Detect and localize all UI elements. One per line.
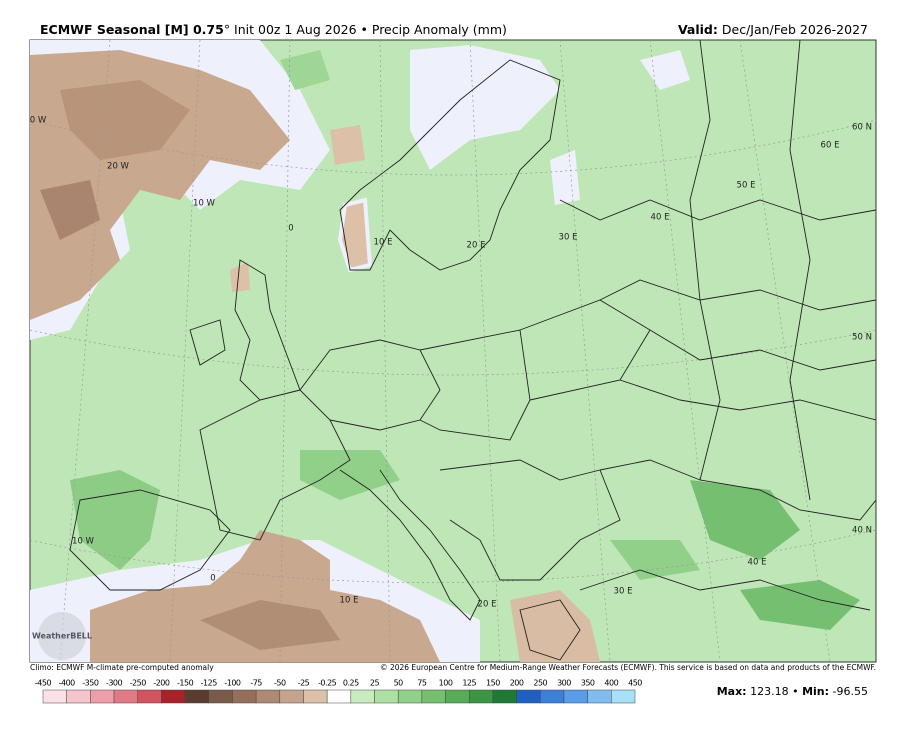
colorbar-bin xyxy=(326,689,352,704)
colorbar-label: 350 xyxy=(581,679,595,688)
grid-label: 30 E xyxy=(614,587,633,597)
colorbar-bin xyxy=(421,689,446,704)
colorbar-label: -400 xyxy=(59,679,76,688)
stats: Max: 123.18 • Min: -96.55 xyxy=(717,685,868,698)
colorbar-label: -250 xyxy=(130,679,147,688)
colorbar-bin xyxy=(90,689,115,704)
colorbar-label: 50 xyxy=(394,679,404,688)
colorbar-label: 450 xyxy=(628,679,642,688)
colorbar-label: -450 xyxy=(35,679,52,688)
colorbar-bin xyxy=(184,689,210,704)
colorbar-label: -100 xyxy=(224,679,241,688)
map: 0 W 20 W 10 W 0 10 E 20 E 30 E 40 E 50 E 60 E 60 N… xyxy=(29,39,877,663)
grid-label: 10 E xyxy=(340,596,359,606)
grid-label: 40 E xyxy=(651,213,670,223)
title-rest: ° Init 00z 1 Aug 2026 • Precip Anomaly (… xyxy=(224,22,507,37)
colorbar-bin xyxy=(516,689,541,704)
colorbar-bin xyxy=(255,689,281,704)
logo: WeatherBELL xyxy=(32,612,92,660)
colorbar-bin xyxy=(563,689,588,704)
colorbar-label: -300 xyxy=(106,679,123,688)
grid-label: 10 E xyxy=(374,238,393,248)
climo-note: Climo: ECMWF M-climate pre-computed anom… xyxy=(30,663,214,672)
colorbar-bin xyxy=(208,689,233,704)
grid-label: 40 N xyxy=(852,526,872,536)
grid-label: 0 W xyxy=(30,116,47,126)
colorbar-label: 400 xyxy=(604,679,618,688)
copyright: © 2026 European Centre for Medium-Range … xyxy=(380,663,876,672)
colorbar-label: -200 xyxy=(153,679,170,688)
min-value: -96.55 xyxy=(833,685,868,698)
valid-value: Dec/Jan/Feb 2026-2027 xyxy=(722,22,868,37)
colorbar-label: 125 xyxy=(462,679,476,688)
grid-label: 40 E xyxy=(748,558,767,568)
colorbar-label: -50 xyxy=(274,679,286,688)
borders xyxy=(69,40,876,661)
grid-labels: 0 W 20 W 10 W 0 10 E 20 E 30 E 40 E 50 E 60 E 60 N… xyxy=(30,116,872,610)
colorbar-bin xyxy=(397,689,423,704)
colorbar-label: 25 xyxy=(370,679,380,688)
title-model: ECMWF Seasonal [M] 0.75 xyxy=(40,22,224,37)
colorbar-label: -75 xyxy=(250,679,262,688)
valid-label: Valid: xyxy=(678,22,718,37)
colorbar-bin xyxy=(137,689,162,704)
colorbar-bin xyxy=(350,689,375,704)
grid-label: 60 N xyxy=(852,123,872,133)
max-value: 123.18 xyxy=(750,685,789,698)
grid-label: 60 E xyxy=(821,141,840,151)
colorbar-bin xyxy=(587,689,612,704)
colorbar: -450 -400 -350 -300 -250 -200 -150 -125 -100 -75 -… xyxy=(35,679,643,704)
colorbar-label: -25 xyxy=(298,679,310,688)
grid-label: 20 E xyxy=(478,600,497,610)
colorbar-label: 100 xyxy=(439,679,453,688)
colorbar-bin xyxy=(374,689,399,704)
colorbar-label: -0.25 xyxy=(318,679,337,688)
colorbar-bin xyxy=(161,689,186,704)
colorbar-bin xyxy=(611,689,636,704)
colorbar-bin xyxy=(445,689,470,704)
colorbar-label: 250 xyxy=(533,679,547,688)
colorbar-label: 150 xyxy=(486,679,500,688)
max-label: Max: xyxy=(717,685,747,698)
colorbar-bin xyxy=(42,689,67,704)
grid-label: 20 E xyxy=(467,241,486,251)
stats-sep: • xyxy=(792,685,799,698)
grid-label: 20 W xyxy=(107,162,130,172)
title: ECMWF Seasonal [M] 0.75° Init 00z 1 Aug … xyxy=(40,22,507,37)
valid: Valid: Dec/Jan/Feb 2026-2027 xyxy=(678,22,868,37)
grid-label: 10 W xyxy=(72,537,95,547)
grid-label: 0 xyxy=(210,574,215,584)
colorbar-label: 200 xyxy=(510,679,524,688)
colorbar-bin xyxy=(492,689,517,704)
colorbar-bin xyxy=(232,689,257,704)
grid-label: 50 E xyxy=(737,181,756,191)
grid-label: 0 xyxy=(288,224,293,234)
colorbar-label: -350 xyxy=(82,679,99,688)
colorbar-bin xyxy=(303,689,328,704)
logo-text: WeatherBELL xyxy=(32,632,92,641)
colorbar-label: -150 xyxy=(177,679,194,688)
min-label: Min: xyxy=(802,685,829,698)
colorbar-label: -125 xyxy=(201,679,218,688)
colorbar-bin xyxy=(66,689,91,704)
colorbar-bin xyxy=(468,689,494,704)
colorbar-bin xyxy=(279,689,304,704)
grid-label: 50 N xyxy=(852,333,872,343)
colorbar-bin xyxy=(113,689,138,704)
colorbar-label: 75 xyxy=(417,679,427,688)
colorbar-label: 300 xyxy=(557,679,571,688)
colorbar-bin xyxy=(540,689,565,704)
grid-label: 30 E xyxy=(559,233,578,243)
colorbar-label: 0.25 xyxy=(343,679,359,688)
grid-label: 10 W xyxy=(193,199,216,209)
